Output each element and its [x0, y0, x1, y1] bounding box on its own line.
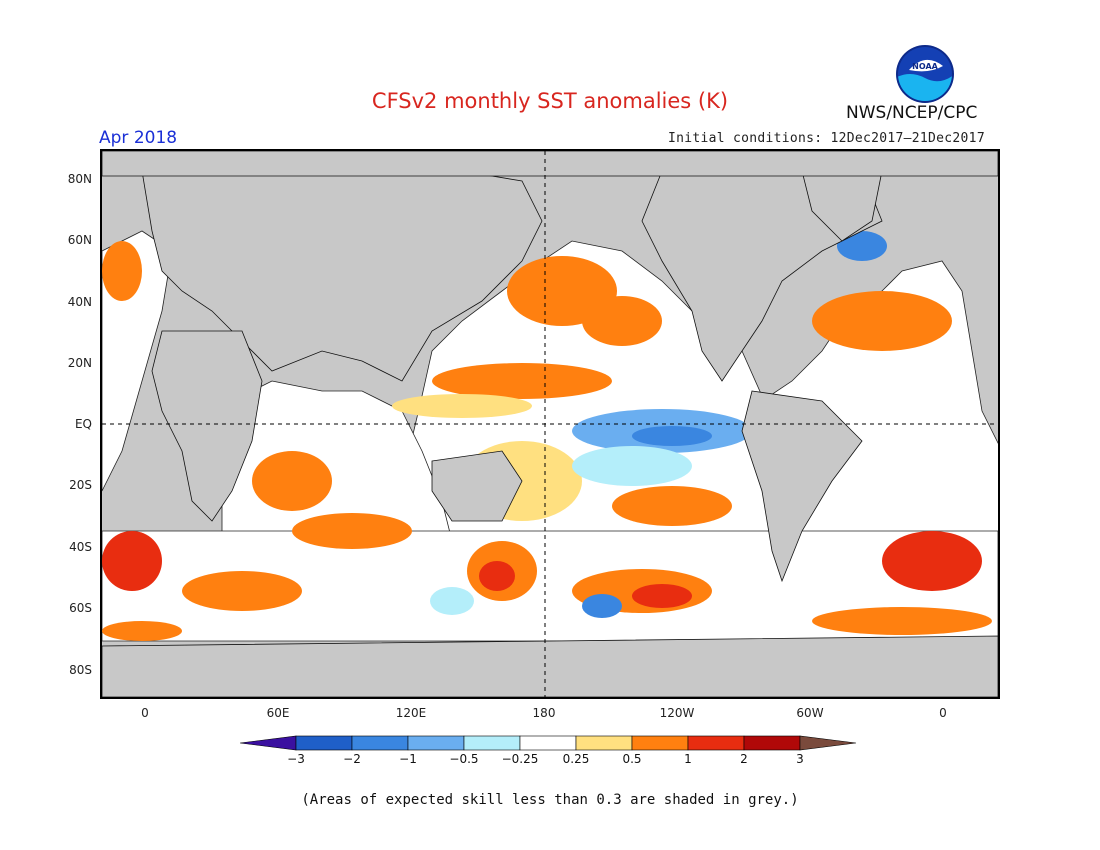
longitude-label: 60W — [796, 706, 824, 720]
latitude-label: 80N — [67, 172, 92, 186]
agency-label: NWS/NCEP/CPC — [846, 103, 978, 123]
colorbar-label: 0.25 — [562, 752, 590, 766]
colorbar-label: 1 — [684, 752, 692, 766]
colorbar-swatch — [407, 735, 465, 751]
initial-conditions-label: Initial conditions: 12Dec2017–21Dec2017 — [668, 131, 985, 146]
longitude-label: 180 — [532, 706, 556, 720]
colorbar-label: −0.25 — [501, 752, 539, 766]
latitude-label: 20S — [69, 478, 92, 492]
colorbar-max-arrow — [799, 735, 857, 751]
warm-anomalies — [102, 241, 992, 641]
colorbar-label: −3 — [287, 752, 305, 766]
colorbar-swatch — [519, 735, 577, 751]
colorbar-label: −2 — [343, 752, 361, 766]
latitude-label: 60N — [67, 233, 92, 247]
colorbar-label: −0.5 — [449, 752, 479, 766]
latitude-label: EQ — [74, 417, 92, 431]
longitude-label: 0 — [939, 706, 947, 720]
cool-anomalies — [430, 231, 887, 618]
map-title: CFSv2 monthly SST anomalies (K) — [371, 89, 729, 113]
colorbar-label: 3 — [796, 752, 804, 766]
longitude-label: 60E — [266, 706, 290, 720]
colorbar-label: −1 — [399, 752, 417, 766]
longitude-label: 120E — [395, 706, 427, 720]
noaa-logo-text: NOAA — [912, 62, 938, 71]
sst-anomaly-map — [100, 149, 1000, 699]
latitude-label: 80S — [69, 663, 92, 677]
map-canvas — [102, 151, 998, 697]
colorbar-swatch — [687, 735, 745, 751]
latitude-label: 60S — [69, 601, 92, 615]
colorbar-swatch — [463, 735, 521, 751]
colorbar-swatch — [351, 735, 409, 751]
colorbar-swatch — [743, 735, 801, 751]
longitude-label: 0 — [141, 706, 149, 720]
colorbar-label: 0.5 — [622, 752, 642, 766]
continents — [102, 151, 998, 697]
colorbar-label: 2 — [740, 752, 748, 766]
noaa-logo: NOAA — [896, 45, 954, 103]
valid-month-label: Apr 2018 — [99, 128, 178, 148]
longitude-label: 120W — [659, 706, 695, 720]
skill-footnote: (Areas of expected skill less than 0.3 a… — [301, 792, 799, 808]
latitude-label: 20N — [67, 356, 92, 370]
color-scale-bar — [240, 735, 857, 751]
latitude-label: 40N — [67, 295, 92, 309]
colorbar-swatch — [631, 735, 689, 751]
colorbar-min-arrow — [240, 735, 297, 751]
colorbar-swatch — [575, 735, 633, 751]
latitude-label: 40S — [69, 540, 92, 554]
colorbar-swatch — [295, 735, 353, 751]
